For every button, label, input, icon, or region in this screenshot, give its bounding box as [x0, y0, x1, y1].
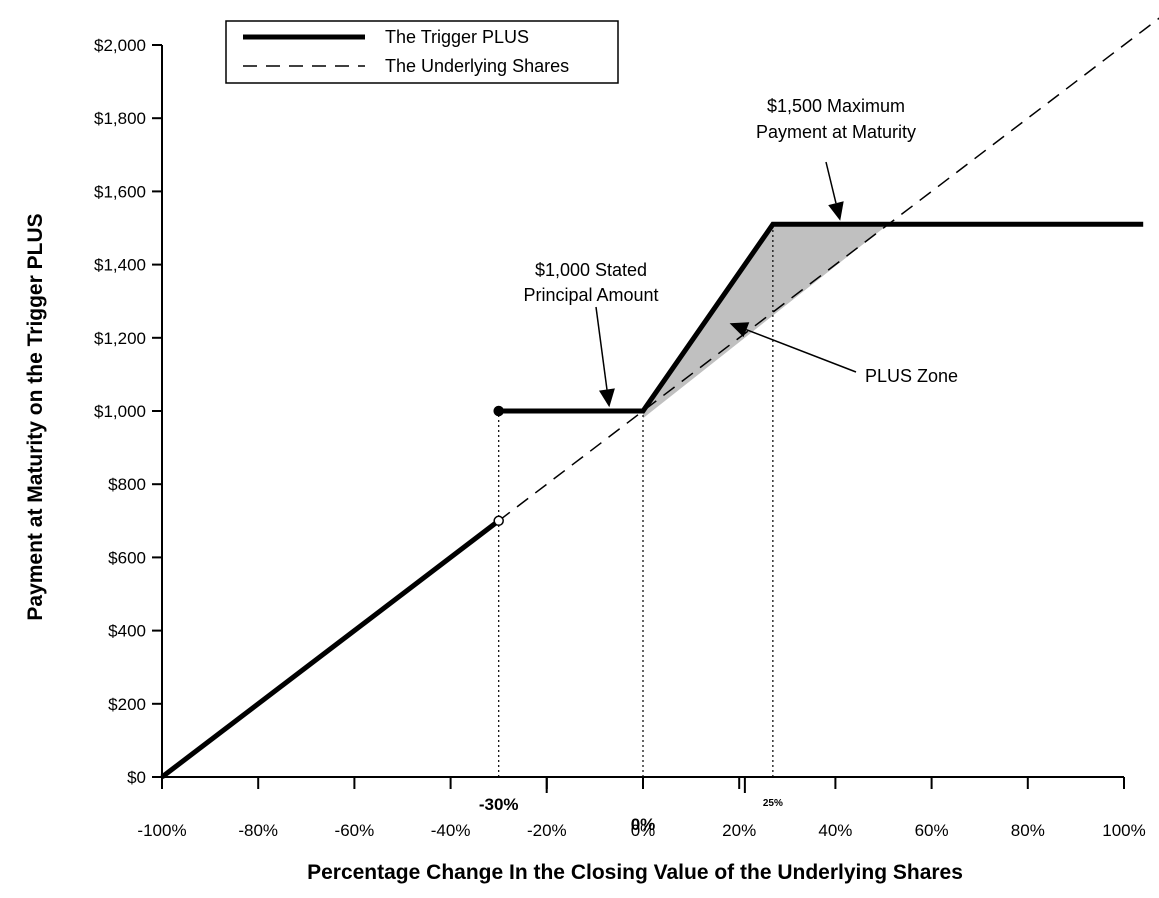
- y-tick-label: $1,600: [94, 182, 146, 201]
- text-layer: $0 $200 $400 $600 $800 $1,000 $1,200 $1,400 $1,6…: [24, 36, 1146, 884]
- x-tick-label: 0%: [631, 821, 656, 840]
- plus-zone-annotation-arrowhead: [729, 322, 750, 338]
- plus-zone-annotation-text: PLUS Zone: [865, 366, 958, 386]
- x-tick-label: -60%: [335, 821, 375, 840]
- axes-layer: [152, 44, 1125, 793]
- reference-lines-layer: [498, 224, 774, 777]
- legend: The Trigger PLUS The Underlying Shares: [225, 20, 619, 84]
- legend-box: [225, 20, 619, 84]
- markers-layer: [493, 405, 504, 527]
- principal-annotation-text: Principal Amount: [523, 285, 658, 305]
- x-tick-label: -20%: [527, 821, 567, 840]
- max-payment-annotation-text: Payment at Maturity: [756, 122, 916, 142]
- x-tick-label: -100%: [137, 821, 186, 840]
- y-tick-label: $1,000: [94, 402, 146, 421]
- x-tick-label: -40%: [431, 821, 471, 840]
- y-tick-label: $600: [108, 548, 146, 567]
- max-payment-annotation-arrow: [825, 161, 837, 204]
- y-tick-label: $800: [108, 475, 146, 494]
- legend-entry-label: The Trigger PLUS: [385, 27, 529, 47]
- plus-zone-annotation-arrow: [746, 328, 857, 373]
- x-tick-label: 100%: [1102, 821, 1145, 840]
- trigger-plus-line: [498, 221, 1144, 414]
- x-tick-label: 40%: [818, 821, 852, 840]
- x-tick-label: 80%: [1011, 821, 1045, 840]
- x-tick-label: 20%: [722, 821, 756, 840]
- y-tick-label: $0: [127, 768, 146, 787]
- trigger-plus-line: [160, 518, 501, 779]
- annotations-layer: $1,500 Maximum Payment at Maturity $1,000 …: [523, 96, 958, 408]
- filled-point-marker: [493, 405, 504, 417]
- principal-annotation-arrow: [595, 306, 608, 390]
- principal-annotation-text: $1,000 Stated: [535, 260, 647, 280]
- plus-zone-layer: [643, 224, 889, 419]
- legend-entry-label: The Underlying Shares: [385, 56, 569, 76]
- x-axis-title: Percentage Change In the Closing Value o…: [307, 861, 963, 884]
- series-layer: [160, 17, 1159, 779]
- y-tick-label: $400: [108, 622, 146, 641]
- x-special-mark-label: -30%: [479, 795, 519, 814]
- max-payment-annotation-arrowhead: [828, 201, 844, 221]
- principal-annotation-arrowhead: [599, 388, 615, 408]
- y-axis-title: Payment at Maturity on the Trigger PLUS: [24, 213, 47, 620]
- y-tick-label: $200: [108, 695, 146, 714]
- plus-zone-area: [643, 224, 889, 419]
- y-tick-label: $1,200: [94, 329, 146, 348]
- open-point-marker: [493, 515, 504, 527]
- x-special-mark-label: 0%: [631, 815, 656, 834]
- y-tick-label: $2,000: [94, 36, 146, 55]
- x-tick-label: 60%: [915, 821, 949, 840]
- x-special-mark-label: 25%: [763, 798, 783, 809]
- y-tick-label: $1,800: [94, 109, 146, 128]
- x-tick-label: -80%: [238, 821, 278, 840]
- underlying-shares-line: [498, 17, 1159, 522]
- max-payment-annotation-text: $1,500 Maximum: [767, 96, 905, 116]
- y-tick-label: $1,400: [94, 256, 146, 275]
